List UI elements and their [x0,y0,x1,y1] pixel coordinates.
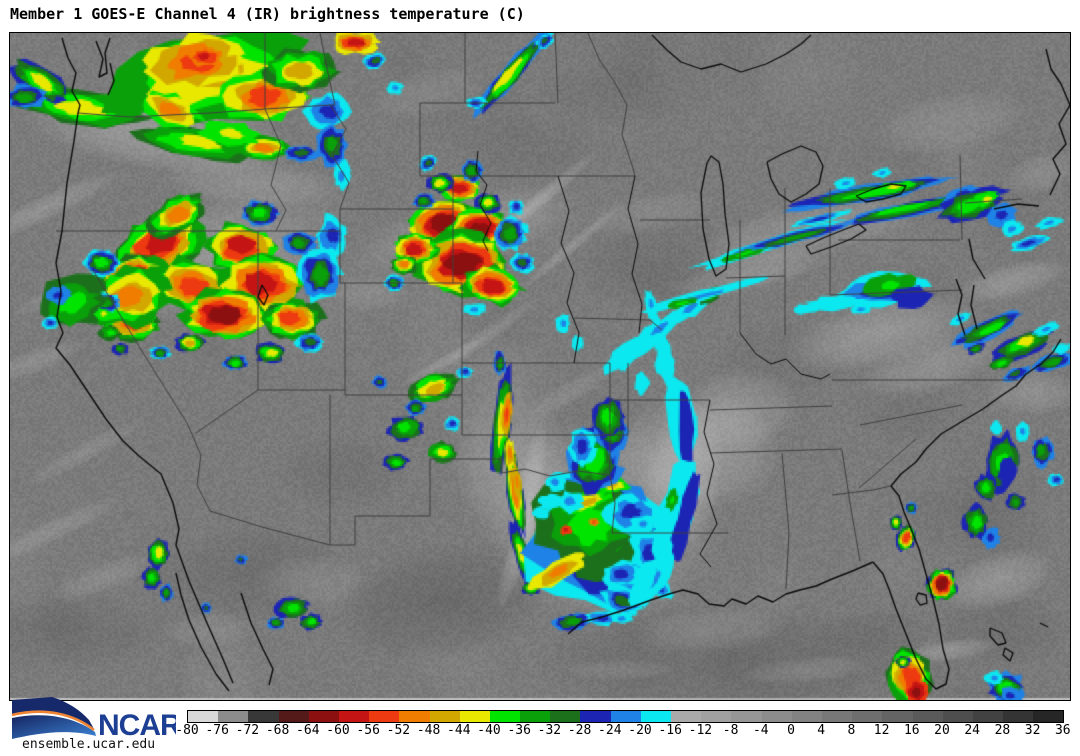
colorbar-cell [791,711,823,722]
colorbar-cell [1033,711,1064,722]
colorbar-tick-label: -12 [688,723,713,738]
colorbar-cell [489,711,522,722]
colorbar-cell [942,711,974,722]
colorbar-tick-labels: -80 -76 -72 -68 -64 -60 -56 -52 -48 -44 -40 -36 -32-… [0,723,1080,739]
colorbar-cell [520,711,552,722]
colorbar-cell [369,711,401,722]
colorbar-cell [550,711,582,722]
colorbar-cell [640,711,672,722]
colorbar-tick-label: -4 [752,723,769,738]
colorbar-tick-label: -72 [235,723,260,738]
colorbar-cell [248,711,280,722]
colorbar-cell [1003,711,1035,722]
colorbar-tick-label: 4 [817,723,826,738]
colorbar-tick-label: -52 [386,723,411,738]
colorbar-cell [701,711,733,722]
ncar-logo: NCAR [11,697,176,742]
colorbar-tick-label: -48 [416,723,441,738]
colorbar-tick-label: -16 [658,723,682,738]
colorbar-cell [852,711,884,722]
colorbar-tick-label: -68 [265,723,290,738]
colorbar-cell [459,711,491,722]
colorbar-tick-label: -56 [356,723,380,738]
colorbar-tick-label: -80 [175,723,199,738]
colorbar-cell [821,711,854,722]
colorbar-cell [338,711,371,722]
colorbar-tick-label: 0 [787,723,795,738]
colorbar-tick-label: -64 [296,723,320,738]
colorbar-tick-label: -60 [326,723,350,738]
temperature-colorbar [187,710,1065,723]
colorbar-tick-label: -36 [507,723,531,738]
ir-satellite-map [10,33,1070,700]
ncar-logo-orange-arc [11,710,95,732]
colorbar-cell [912,711,944,722]
colorbar-tick-label: 8 [847,723,856,738]
colorbar-cell [731,711,763,722]
colorbar-cell [671,711,703,722]
colorbar-tick-label: 24 [964,723,981,738]
colorbar-tick-label: 20 [934,723,950,738]
colorbar-cell [761,711,793,722]
colorbar-tick-label: 16 [903,723,920,738]
colorbar-cell [278,711,310,722]
colorbar-tick-label: 32 [1024,723,1041,738]
site-url: ensemble.ucar.edu [22,737,156,752]
colorbar-tick-label: -44 [447,723,471,738]
colorbar-tick-label: -76 [205,723,229,738]
colorbar-cell [308,711,340,722]
colorbar-cell [610,711,642,722]
colorbar-tick-label: -28 [567,723,592,738]
colorbar-tick-label: 28 [994,723,1011,738]
ncar-logo-flag-body [12,715,96,739]
colorbar-tick-label: -24 [598,723,622,738]
colorbar-cell [188,711,220,722]
colorbar-tick-label: -8 [722,723,739,738]
ncar-logo-flag-top [12,697,94,729]
colorbar-tick-label: -40 [477,723,501,738]
colorbar-tick-label: 36 [1054,723,1071,738]
page-title: Member 1 GOES-E Channel 4 (IR) brightnes… [10,5,525,23]
colorbar-cell [882,711,914,722]
colorbar-cell [429,711,461,722]
satellite-map-frame [9,32,1071,701]
colorbar-cell [972,711,1005,722]
colorbar-cell [218,711,250,722]
colorbar-cell [399,711,431,722]
colorbar-tick-label: -20 [628,723,652,738]
colorbar-tick-label: 12 [873,723,890,738]
colorbar-cell [580,711,612,722]
colorbar-tick-label: -32 [537,723,562,738]
ncar-logo-text: NCAR [98,709,176,742]
